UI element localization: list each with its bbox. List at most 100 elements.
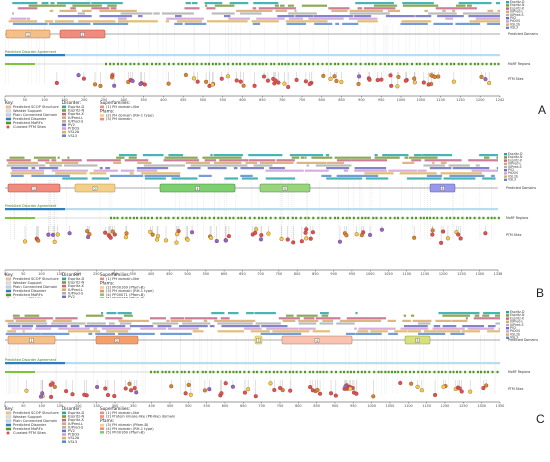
disorder-segment [406,177,442,180]
disorder-segment [256,17,285,20]
key-item: Predicted Disorder [13,423,47,427]
disorder-segment [175,15,182,18]
disorder-segment [401,20,432,23]
disorder-segment [411,314,415,317]
ptm-site [356,81,361,87]
key-disorder-item: Espritz-N [68,281,84,285]
disorder-segment [465,317,468,320]
morf-block [291,62,294,66]
ptm-site [361,230,366,235]
morf-block [419,216,422,220]
disorder-segment [259,161,294,164]
morf-block [225,370,228,374]
ptm-site [456,232,461,237]
ptm-site [409,381,414,386]
disorder-segment [287,4,294,7]
axis-tick-label: 200 [75,404,81,408]
key-item: Plain Connected Domain [13,419,57,423]
disorder-segment [57,15,92,18]
disorder-segment [240,167,264,170]
disorder-agreement-bar [5,54,500,57]
disorder-segment [258,7,297,10]
morf-block [375,216,378,220]
legend-swatch [504,162,507,165]
ptm-site [22,239,28,244]
disorder-segment [349,9,383,12]
disorder-segment [260,332,302,335]
ptm-site [379,77,384,82]
morf-block [429,216,432,220]
key-disorder-item: PV2 [68,429,75,433]
disorder-segment [440,172,482,175]
axis-tick-label: 1242 [496,98,505,102]
morf-block [185,216,188,220]
disorder-segment [5,332,41,335]
key-disorder-swatch [62,284,66,288]
disorder-segment [408,156,438,159]
disorder-segment [129,172,134,175]
ptm-site [223,381,228,386]
key-disorder-item: IUPred-L [68,422,83,426]
axis-tick-label: 1200 [441,404,450,408]
disorder-segment [326,161,345,164]
morf-block [295,62,298,66]
ptm-site [204,79,209,84]
morf-block [367,216,370,220]
ptm-site [110,73,115,78]
ptm-site [55,232,60,237]
disorder-segment [48,22,91,25]
disorder-segment [157,325,172,328]
disorder-segment [455,4,466,7]
disorder-segment [387,9,401,12]
axis-tick-label: 750 [276,272,282,276]
morf-block [292,370,295,374]
disorder-segment [223,15,231,18]
key-item: Predicted MoRFs [13,121,43,125]
morf-block [167,216,170,220]
legend-label: VSL2b [510,22,520,26]
disorder-segment [433,325,441,328]
key-swatch [5,285,12,289]
ptm-site [219,76,224,81]
domain-number-box [256,338,261,343]
ptm-site [412,80,417,85]
domain-number-box [114,338,120,343]
disorder-segment [205,4,208,7]
morf-block [295,370,298,374]
key-disorder-swatch [62,109,66,112]
ptm-site [279,236,284,242]
axis-tick-label: 950 [378,98,384,102]
disorder-segment [78,20,116,23]
key-pfam-item: (5) PF00168 (Pfam-B) [106,296,145,298]
disorder-segment [452,9,456,12]
track-label-morf: MoRF Regions [508,62,531,66]
disorder-segment [178,325,208,328]
morf-block [350,62,353,66]
morf-block [220,216,223,220]
ptm-site [441,384,446,389]
axis-tick-label: 250 [93,272,99,276]
morf-block [404,370,407,374]
key-item: Predicted MoRFs [13,427,43,431]
ptm-site [354,391,359,396]
key-swatch [6,125,10,129]
morf-block [247,62,250,66]
disorder-segment [295,15,314,18]
key-disorder-item: PV2 [68,123,75,127]
legend-label: Espritz-X [508,158,523,162]
morf-block [424,370,427,374]
ptm-site [343,384,348,389]
disorder-segment [426,174,443,177]
panel-letter-c: C [536,412,545,426]
key-item: Weaker Support [13,281,42,285]
morf-block [110,216,112,220]
disorder-segment [190,164,213,167]
disorder-segment [388,169,417,172]
morf-block [261,62,264,66]
morf-block [490,62,493,66]
morf-block [243,62,246,66]
disorder-segment [429,167,452,170]
morf-block [279,216,282,220]
morf-track: MoRF Regions [5,370,531,374]
axis-tick-label: 1150 [422,404,431,408]
